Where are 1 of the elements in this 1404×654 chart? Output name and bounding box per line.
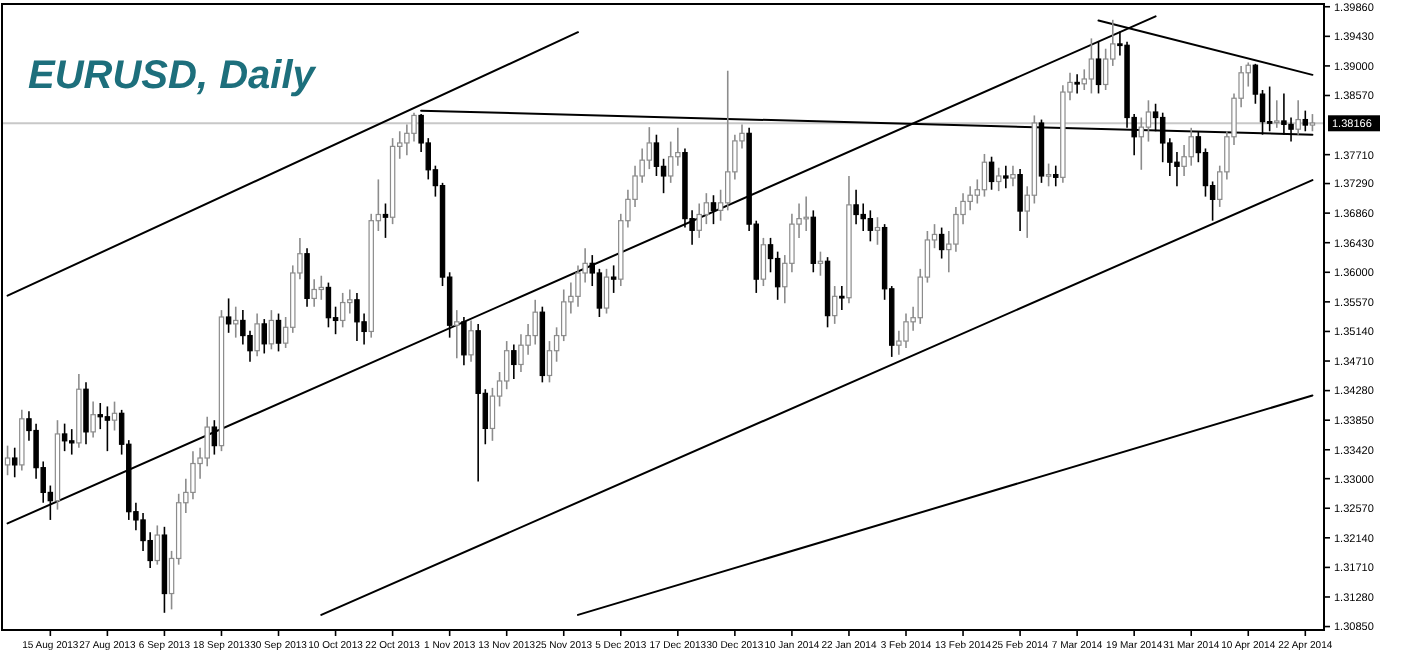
text: EURUSD, Daily [28,54,317,98]
